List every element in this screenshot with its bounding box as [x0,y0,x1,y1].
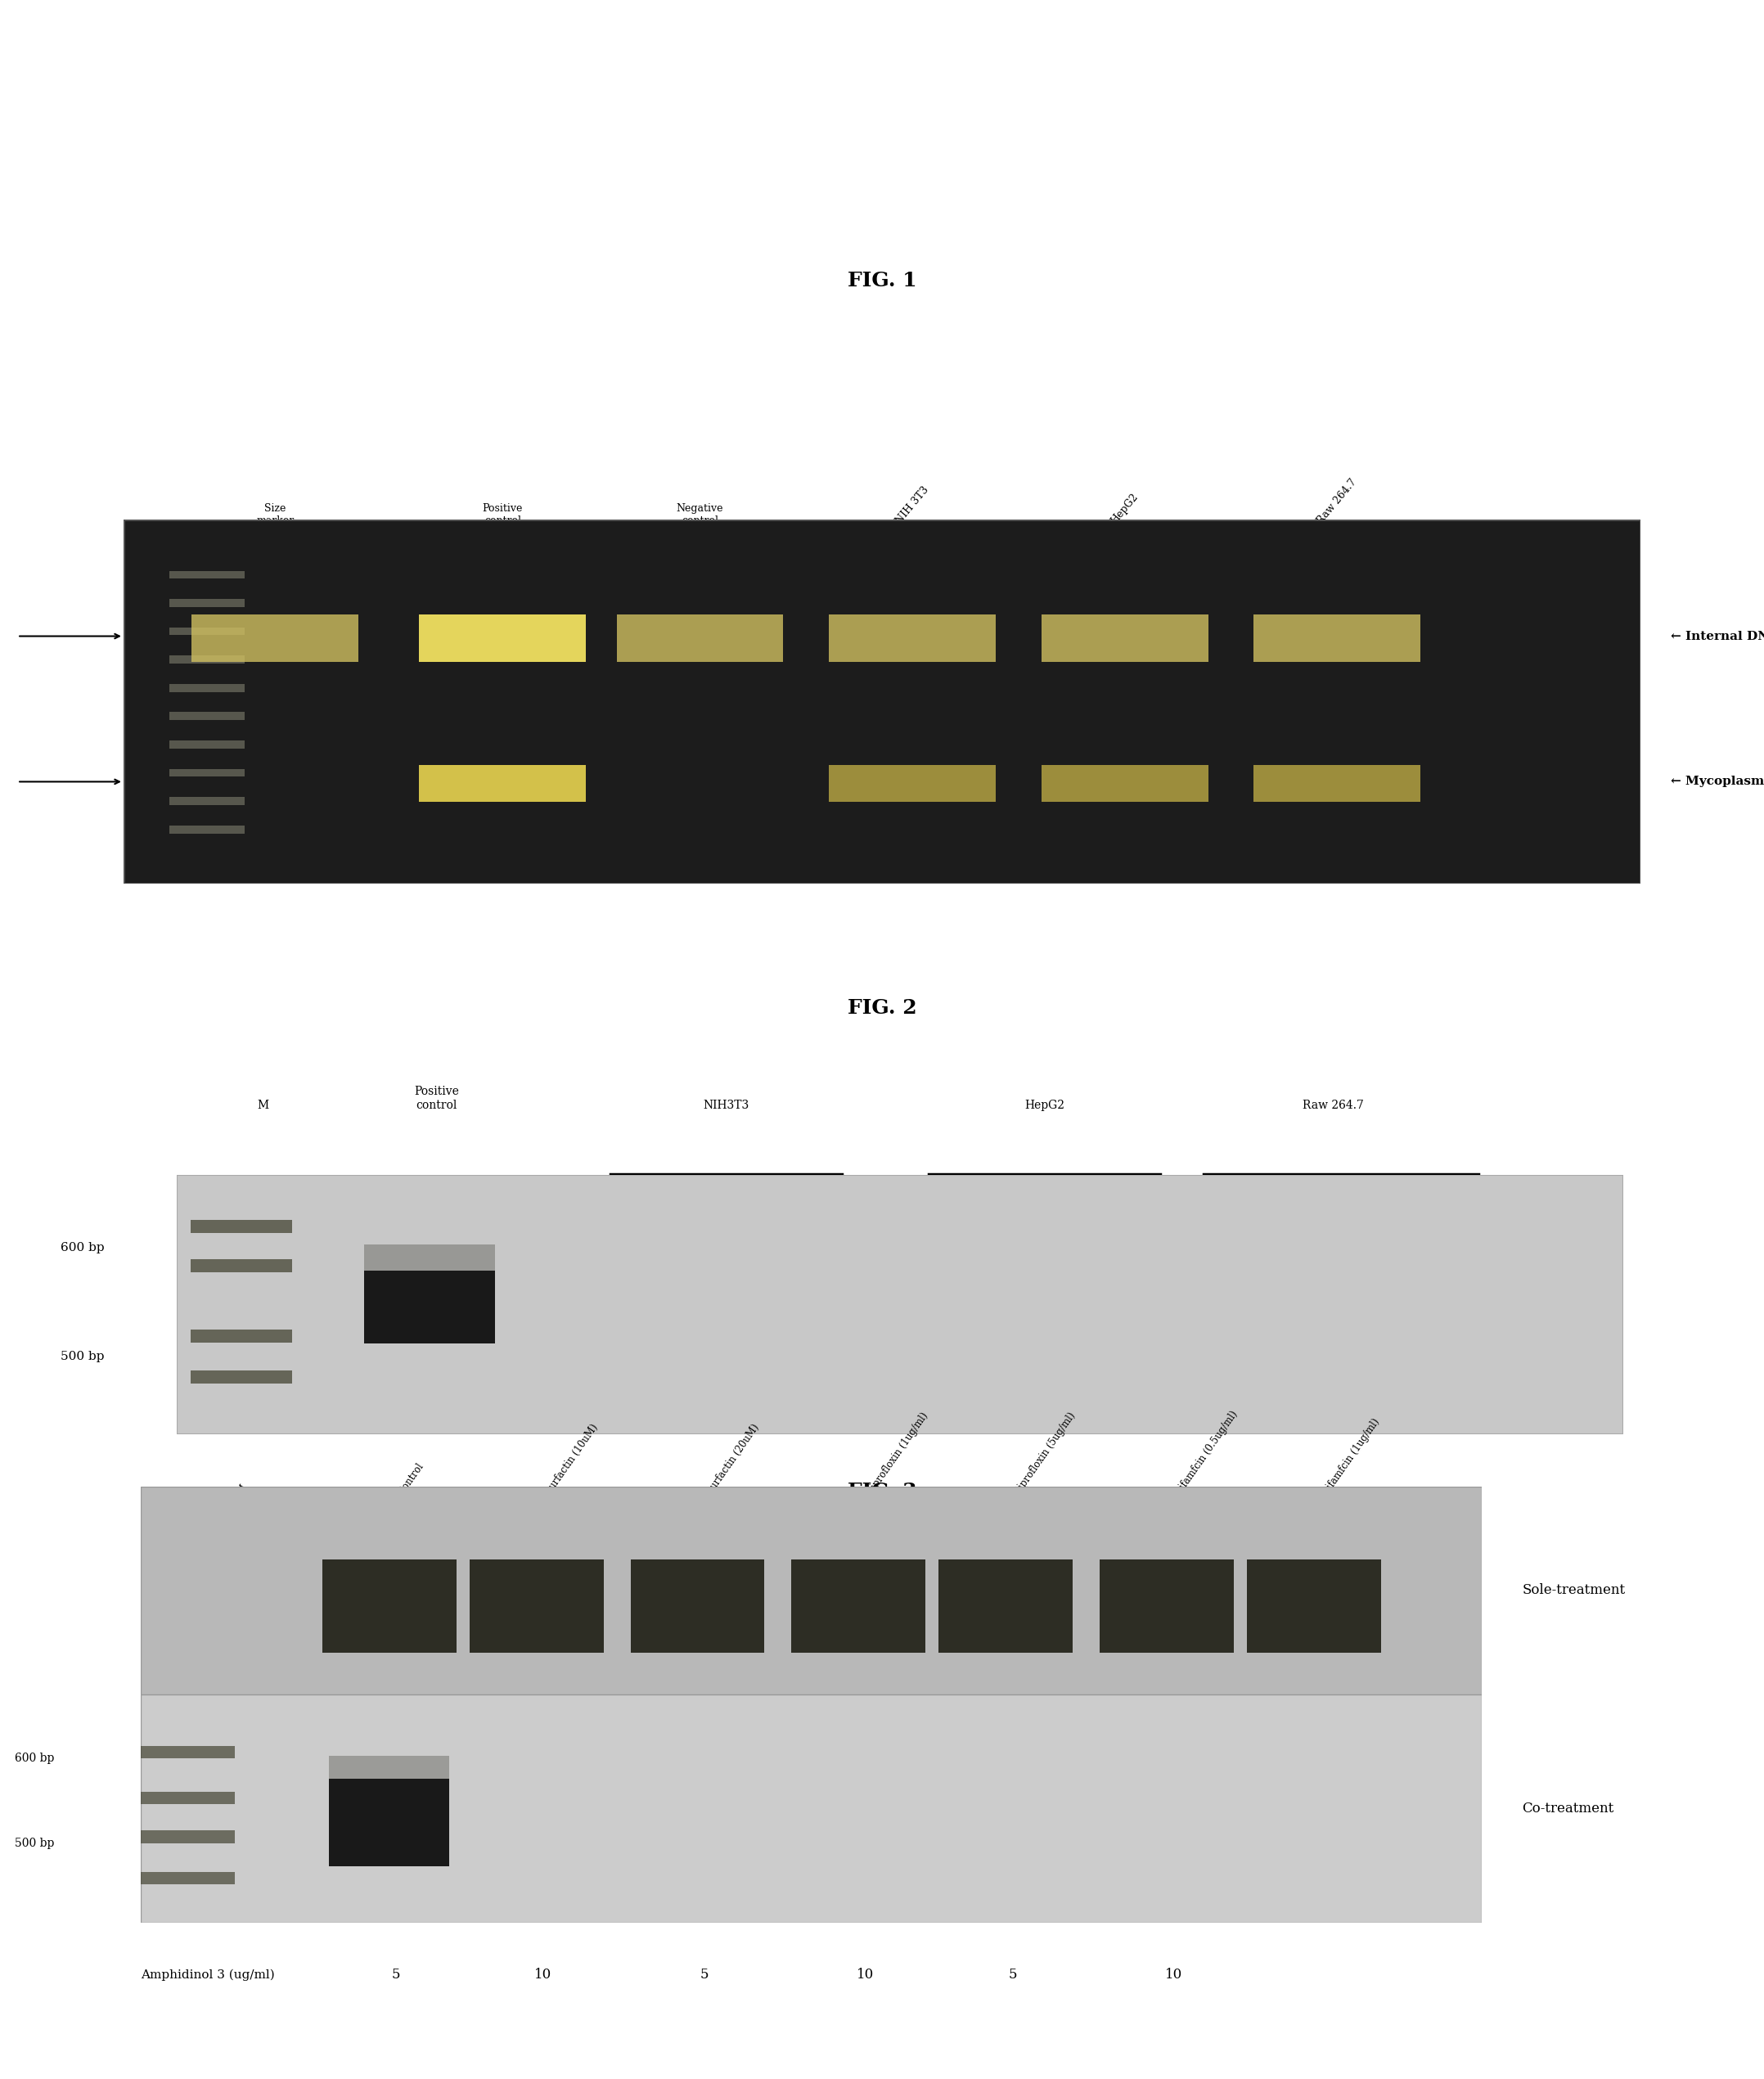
Text: 10: 10 [1164,1969,1182,1981]
Text: Surfactin (20uM): Surfactin (20uM) [704,1422,760,1497]
Bar [169,769,245,778]
Text: 600 bp: 600 bp [60,1241,104,1254]
Bar [829,765,995,802]
Bar [169,740,245,748]
Bar [169,684,245,692]
Bar [365,1270,494,1343]
Bar [169,713,245,719]
Bar [420,615,586,661]
Text: 600 bp: 600 bp [14,1753,55,1765]
Bar [328,1757,450,1780]
Bar [792,1559,926,1653]
Bar [141,1830,235,1842]
Bar [169,655,245,663]
Bar [191,1370,293,1385]
Bar [191,1328,293,1343]
Text: 10: 10 [534,1969,552,1981]
Text: Rifamfcin (1ug/ml): Rifamfcin (1ug/ml) [1321,1416,1381,1497]
Text: NIH 3T3: NIH 3T3 [894,484,931,526]
Text: ← Mycoplasma  DNA: ← Mycoplasma DNA [1671,775,1764,788]
Text: M: M [258,1100,268,1110]
Text: NIH3T3: NIH3T3 [704,1100,750,1110]
Bar [1041,765,1208,802]
Text: Ciprofloxin (1ug/ml): Ciprofloxin (1ug/ml) [864,1410,930,1497]
Bar [169,572,245,578]
Bar [829,615,995,661]
Text: 5: 5 [700,1969,709,1981]
Bar [169,796,245,805]
Bar [1254,615,1420,661]
Bar [1247,1559,1381,1653]
Bar [169,599,245,607]
Bar [323,1559,457,1653]
Text: Co-treatment: Co-treatment [1522,1802,1614,1815]
Text: HepG2: HepG2 [1025,1100,1064,1110]
Bar [1041,615,1208,661]
Bar [1254,765,1420,802]
Text: ← Internal DNA: ← Internal DNA [1671,630,1764,642]
Text: Size
marker: Size marker [256,503,295,526]
Bar [192,615,358,661]
Text: Rifamfcin (0.5ug/ml): Rifamfcin (0.5ug/ml) [1173,1407,1240,1497]
Text: Raw 264.7: Raw 264.7 [1304,1100,1364,1110]
Text: Sole-treatment: Sole-treatment [1522,1584,1625,1597]
Text: 5: 5 [392,1969,400,1981]
Bar [630,1559,764,1653]
Bar [169,628,245,636]
Text: Ciprofloxin (5ug/ml): Ciprofloxin (5ug/ml) [1013,1410,1078,1497]
Text: Raw 264.7: Raw 264.7 [1316,476,1358,526]
Bar [169,825,245,834]
Bar [938,1559,1073,1653]
Bar [1099,1559,1233,1653]
Text: 500 bp: 500 bp [60,1351,104,1362]
Text: FIG. 3: FIG. 3 [847,1482,917,1501]
Text: 5: 5 [1009,1969,1016,1981]
Text: Negative
control: Negative control [676,503,723,526]
Bar [617,615,783,661]
Bar [191,1260,293,1272]
Text: Positive
control: Positive control [415,1085,459,1110]
Bar [191,1220,293,1233]
Text: 10: 10 [856,1969,873,1981]
Text: FIG. 2: FIG. 2 [847,998,917,1019]
Bar [141,1746,235,1759]
Bar [141,1792,235,1805]
Bar [469,1559,603,1653]
Text: FIG. 1: FIG. 1 [847,270,917,291]
Bar [365,1245,494,1270]
Text: 500 bp: 500 bp [14,1838,55,1848]
Bar [141,1871,235,1884]
Text: Control: Control [395,1462,425,1497]
Bar [420,765,586,802]
Text: HepG2: HepG2 [1110,491,1141,526]
Text: Amphidinol 3 (ug/ml): Amphidinol 3 (ug/ml) [141,1969,275,1981]
Text: M: M [235,1482,249,1497]
Text: Surfactin (10uM): Surfactin (10uM) [543,1422,600,1497]
Bar [328,1780,450,1867]
Text: Positive
control: Positive control [483,503,522,526]
